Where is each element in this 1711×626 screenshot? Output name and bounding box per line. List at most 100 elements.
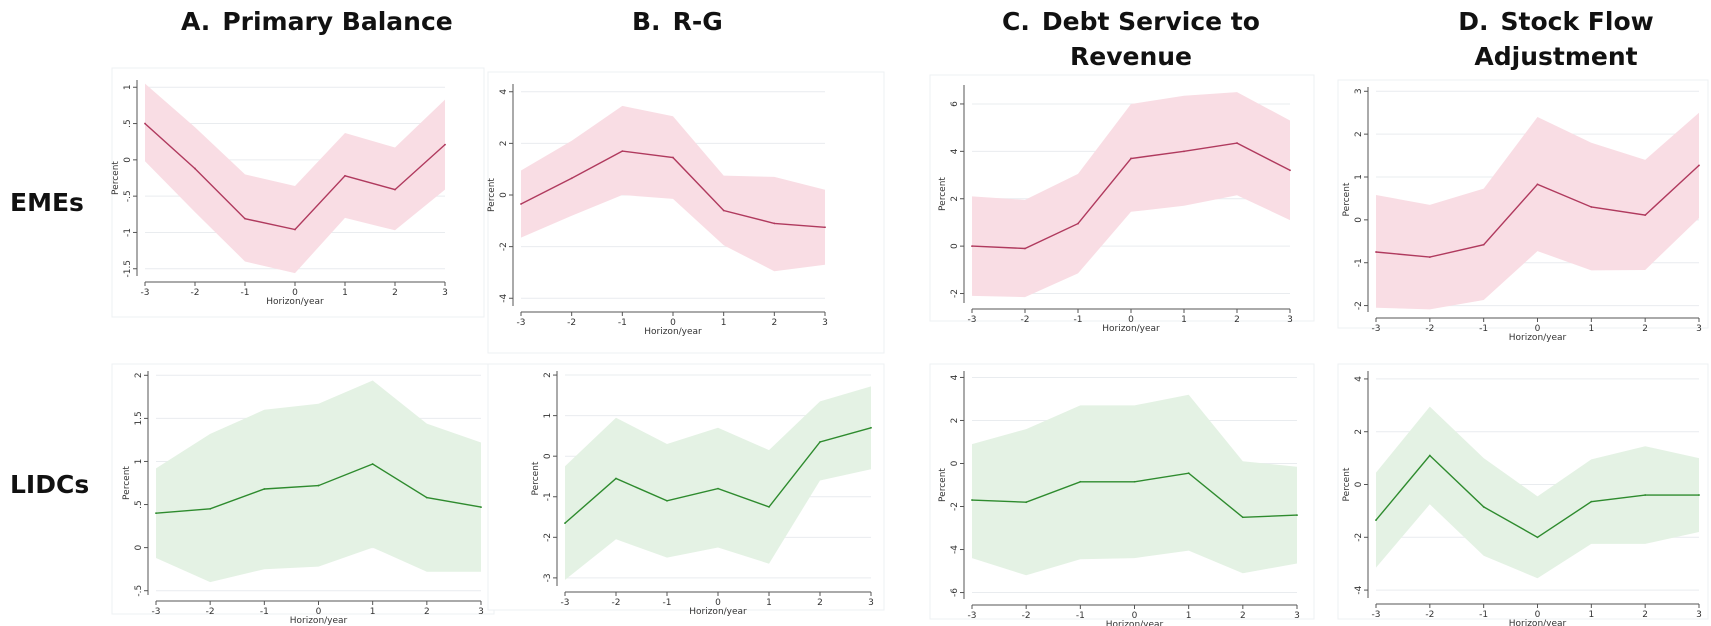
x-tick-label: 3 [478,607,484,617]
confidence-band [1376,406,1699,579]
data-point [294,228,296,231]
data-point [971,245,973,248]
x-tick-label: 0 [1535,324,1541,334]
x-tick-label: 2 [392,288,398,298]
data-point [194,167,196,170]
x-tick-label: 3 [1696,324,1702,334]
panel-frame [1337,363,1709,620]
x-tick-label: 1 [766,598,772,608]
y-tick-label: -2 [1354,533,1364,542]
x-tick-label: -1 [1479,610,1488,620]
y-axis-title: Percent [1342,182,1352,216]
y-tick-label: 3 [1354,88,1364,94]
data-point [155,512,157,515]
data-point [209,507,212,510]
data-point [425,496,428,499]
y-tick-label: 2 [1354,429,1364,435]
data-point [520,203,522,205]
data-point [1077,222,1079,225]
data-point [1698,164,1700,167]
panel-frame [487,71,885,354]
data-point [1590,500,1593,503]
y-tick-label: -.5 [134,585,144,597]
x-tick-label: -3 [517,318,526,328]
x-tick-label: 0 [1535,610,1541,620]
x-tick-label: 3 [1294,611,1300,621]
data-point [768,505,770,508]
y-tick-label: 2 [1354,131,1364,137]
y-tick-label: 0 [123,157,133,163]
column-title-text: Stock Flow Adjustment [1474,7,1654,71]
y-axis-title: Percent [111,161,121,195]
x-tick-label: 2 [1642,610,1648,620]
y-tick-label: 0 [499,192,509,198]
data-point [1130,157,1132,160]
x-tick-label: -2 [1022,611,1031,621]
y-tick-label: 2 [543,372,553,378]
y-tick-label: -2 [950,502,960,511]
confidence-band [972,92,1290,298]
data-point [1024,247,1026,250]
data-point [244,217,246,220]
x-tick-label: -3 [968,611,977,621]
y-tick-label: -4 [499,294,509,303]
x-tick-label: 0 [715,598,721,608]
y-tick-label: 6 [950,101,960,107]
y-tick-label: -4 [950,545,960,554]
data-point [444,143,446,146]
y-axis-title: Percent [487,178,497,212]
row-label-emes: EMEs [10,188,84,217]
data-point [1536,183,1539,186]
data-point [722,209,725,212]
data-point [1241,516,1244,519]
x-tick-label: -3 [1372,324,1381,334]
y-tick-label: 2 [950,418,960,424]
data-point [317,484,320,487]
confidence-band [156,380,481,583]
data-point [480,506,482,509]
data-point [870,426,872,429]
data-point [394,188,396,191]
data-point [1698,494,1700,496]
y-tick-label: 0 [950,243,960,249]
x-tick-label: -1 [1076,611,1085,621]
y-tick-label: 1 [1354,174,1364,180]
data-point [1236,142,1238,144]
column-title-c: C. Debt Service to Revenue [1001,4,1261,74]
data-point [1289,169,1291,172]
x-tick-label: 3 [822,318,828,328]
x-tick-label: 2 [817,598,823,608]
panel-frame [929,74,1315,322]
column-letter: C. [1002,7,1030,36]
x-tick-label: 1 [1588,324,1594,334]
x-axis-title: Horizon/year [266,297,324,307]
y-tick-label: 4 [950,374,960,380]
confidence-band [145,83,445,274]
data-point [621,150,624,153]
y-axis-title: Percent [1342,467,1352,501]
y-axis-title: Percent [938,468,948,502]
data-point [819,441,821,443]
y-tick-label: 0 [950,460,960,466]
data-point [344,174,346,177]
column-letter: D. [1458,7,1489,36]
x-tick-label: 0 [670,318,676,328]
x-tick-label: -2 [206,607,215,617]
x-tick-label: 1 [721,318,727,328]
y-tick-label: 1 [134,459,144,465]
row-label-lidcs: LIDCs [10,470,90,499]
data-point [672,156,674,159]
data-point [564,522,566,525]
x-tick-label: 3 [1696,610,1702,620]
data-point [1482,506,1485,508]
y-tick-label: -1 [123,228,133,237]
data-point [1133,480,1136,483]
x-tick-label: -2 [191,288,200,298]
y-tick-label: -3 [543,573,553,582]
data-point [1375,519,1377,522]
x-tick-label: 2 [1240,611,1246,621]
column-title-d: D. Stock Flow Adjustment [1441,4,1671,74]
y-tick-label: 2 [499,141,509,147]
x-axis-title: Horizon/year [1509,333,1567,343]
